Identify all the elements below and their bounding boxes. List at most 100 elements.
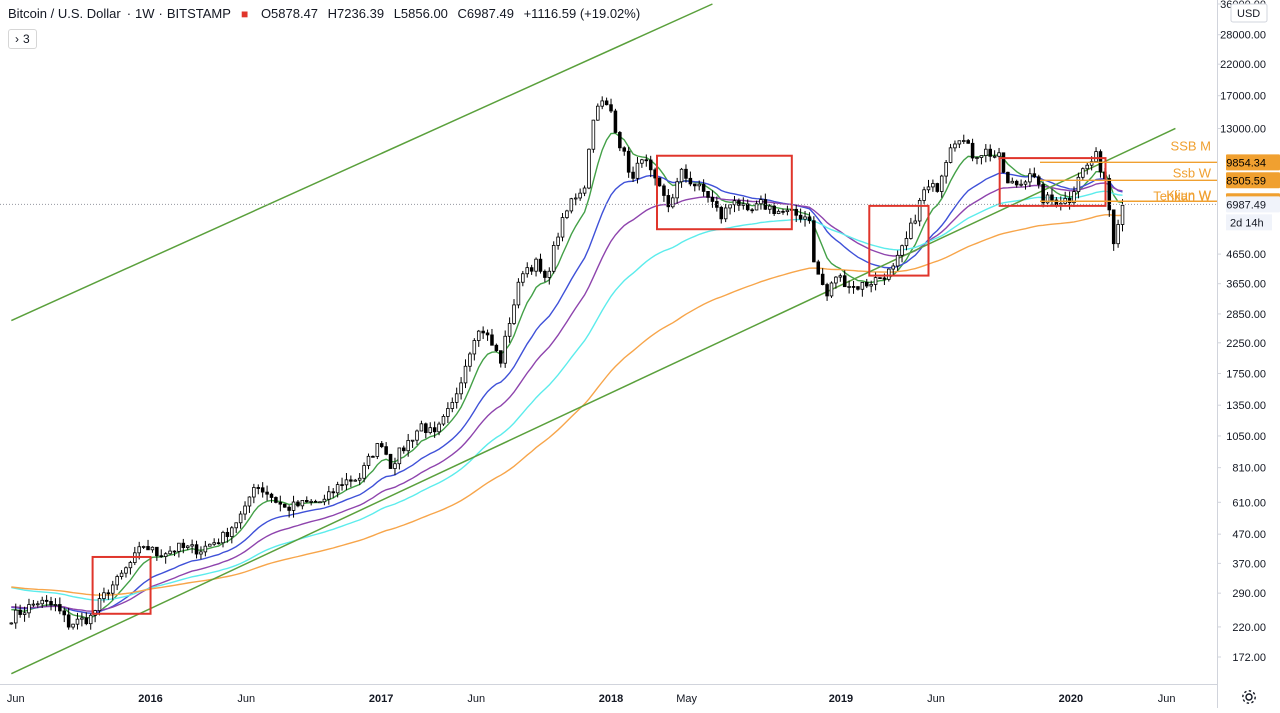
- candle-body: [1081, 168, 1085, 178]
- exchange-label: BITSTAMP: [166, 6, 231, 21]
- candle-body: [1107, 178, 1112, 211]
- candle-body: [560, 217, 565, 238]
- candle-body: [516, 281, 521, 306]
- candle-body: [710, 196, 715, 202]
- candle-body: [737, 200, 741, 206]
- candle-body: [1050, 194, 1054, 201]
- candle-body: [891, 265, 895, 270]
- candle-body: [212, 542, 216, 545]
- x-tick-label: 2017: [369, 693, 393, 705]
- candle-body: [803, 216, 807, 220]
- candle-body: [388, 453, 393, 469]
- candle-body: [1085, 164, 1090, 170]
- candle-body: [970, 142, 975, 159]
- level-label-4: Tenkan W: [1153, 188, 1212, 203]
- interval-label[interactable]: 1W: [135, 6, 155, 21]
- price-badge-2: [1226, 172, 1280, 189]
- candle-body: [344, 479, 349, 486]
- candle-body: [529, 267, 534, 272]
- candle-body: [437, 423, 441, 433]
- candle-body: [27, 604, 31, 614]
- candle-body: [772, 205, 776, 214]
- candle-body: [900, 245, 904, 256]
- candle-body: [335, 484, 340, 494]
- y-tick-label: 220.00: [1232, 622, 1266, 634]
- candle-body: [1094, 151, 1098, 162]
- candle-body: [260, 487, 265, 493]
- candle-body: [1045, 194, 1050, 204]
- y-tick-label: 22000.00: [1220, 59, 1266, 71]
- candle-body: [754, 203, 759, 211]
- price-badge-text-1: 9854.34: [1226, 157, 1266, 169]
- candle-body: [984, 148, 988, 156]
- symbol-name[interactable]: Bitcoin / U.S. Dollar: [8, 6, 121, 21]
- candle-body: [573, 197, 578, 200]
- high-value: H7236.39: [327, 6, 385, 21]
- candle-body: [313, 500, 318, 503]
- candle-body: [75, 618, 80, 625]
- candle-body: [137, 546, 141, 554]
- candle-body: [693, 183, 697, 187]
- candle-body: [820, 273, 825, 285]
- candle-body: [9, 622, 14, 625]
- candle-body: [366, 455, 371, 466]
- candle-body: [450, 401, 455, 409]
- candle-body: [591, 119, 596, 150]
- candle-body: [521, 273, 525, 283]
- candle-body: [604, 100, 609, 106]
- price-badge-text-4: 6987.49: [1226, 199, 1266, 211]
- gear-icon[interactable]: [1240, 688, 1258, 706]
- candle-body: [168, 550, 172, 555]
- x-tick-label: 2019: [829, 693, 853, 705]
- open-value: O5878.47: [260, 6, 319, 21]
- candle-body: [869, 284, 873, 287]
- candle-body: [1010, 180, 1015, 184]
- candle-body: [468, 353, 472, 367]
- candle-body: [84, 617, 89, 625]
- candle-body: [71, 623, 75, 628]
- candle-body: [256, 487, 261, 489]
- candle-body: [715, 201, 719, 208]
- candle-body: [732, 200, 737, 206]
- candle-body: [282, 503, 287, 508]
- candle-body: [353, 479, 358, 482]
- y-tick-label: 3650.00: [1226, 279, 1266, 291]
- candle-body: [613, 110, 618, 133]
- candle-body: [600, 100, 604, 107]
- y-tick-label: 1350.00: [1226, 400, 1266, 412]
- candle-body: [97, 598, 102, 611]
- candle-body: [278, 502, 283, 505]
- candle-body: [410, 439, 415, 442]
- candle-body: [446, 408, 450, 417]
- y-tick-label: 470.00: [1232, 529, 1266, 541]
- candle-body: [547, 270, 552, 278]
- candle-body: [569, 198, 574, 212]
- ema-line-3: [11, 182, 1123, 612]
- candle-body: [631, 171, 635, 179]
- candle-body: [966, 140, 970, 144]
- candle-body: [582, 187, 587, 194]
- candle-body: [216, 542, 221, 545]
- candle-body: [988, 148, 992, 157]
- price-badge-1: [1226, 154, 1280, 171]
- candle-body: [402, 447, 406, 452]
- x-tick-label: Jun: [7, 693, 25, 705]
- y-tick-label: 172.00: [1232, 652, 1266, 664]
- highlight-box-1: [91, 555, 152, 615]
- candle-body: [812, 220, 816, 263]
- candle-body: [922, 189, 926, 201]
- candle-body: [1032, 173, 1037, 178]
- indicators-toggle-button[interactable]: › 3: [8, 29, 37, 49]
- channel-upper-trendline: [11, 3, 713, 322]
- y-tick-label: 2850.00: [1226, 309, 1266, 321]
- candle-body: [719, 206, 724, 220]
- candle-body: [300, 500, 305, 507]
- candle-body: [622, 147, 627, 152]
- candle-body: [1019, 183, 1023, 186]
- candle-body: [494, 344, 499, 352]
- candle-body: [318, 501, 322, 504]
- candle-body: [13, 609, 18, 624]
- candle-body: [816, 261, 821, 275]
